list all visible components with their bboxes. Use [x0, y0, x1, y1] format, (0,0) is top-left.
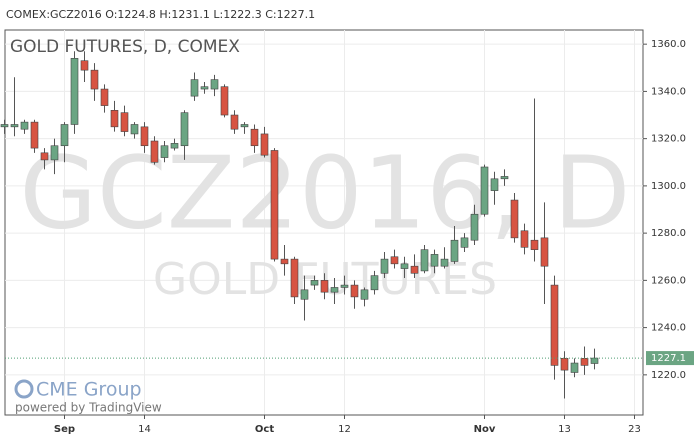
- candle-body: [40, 152, 49, 161]
- candle-body: [410, 265, 419, 274]
- y-tick-label: 1220.0: [651, 370, 686, 381]
- candle-body: [140, 126, 149, 147]
- candle-body: [490, 178, 499, 191]
- candle-body: [300, 289, 309, 300]
- x-tick-label: 13: [558, 424, 571, 435]
- x-tick-label: 14: [138, 424, 151, 435]
- logo: CME Group: [36, 379, 142, 401]
- candle-body: [20, 121, 29, 130]
- candle-body: [70, 58, 79, 125]
- candle-body: [270, 150, 279, 260]
- y-tick-label: 1280.0: [651, 228, 686, 239]
- candle-body: [130, 124, 139, 135]
- candle-body: [290, 258, 299, 298]
- candle-body: [260, 133, 269, 156]
- candle-body: [200, 86, 209, 90]
- candles: [0, 51, 599, 399]
- candle-body: [50, 145, 59, 161]
- candle-body: [440, 258, 449, 267]
- candle-body: [370, 275, 379, 291]
- candle-body: [480, 166, 489, 215]
- candle-body: [150, 140, 159, 163]
- watermark: GCZ2016, D: [20, 134, 631, 251]
- candle-body: [520, 230, 529, 248]
- candle-body: [360, 289, 369, 300]
- y-tick-label: 1240.0: [651, 323, 686, 334]
- last-price-box: [646, 351, 694, 366]
- x-tick-label: Nov: [474, 424, 496, 435]
- y-tick-label: 1320.0: [651, 134, 686, 145]
- candle-body: [0, 124, 9, 128]
- candle-body: [330, 287, 339, 293]
- x-tick-label: Oct: [255, 424, 274, 435]
- candle-body: [240, 124, 249, 128]
- candle-body: [500, 176, 509, 180]
- candle-body: [320, 280, 329, 293]
- candle-body: [10, 124, 19, 128]
- candle-body: [450, 239, 459, 262]
- x-tick-label: 12: [338, 424, 351, 435]
- candle-body: [120, 112, 129, 132]
- candle-body: [510, 199, 519, 239]
- candle-body: [90, 69, 99, 90]
- last-price-label: 1227.1: [651, 353, 686, 364]
- candle-body: [170, 143, 179, 149]
- chart-title: GOLD FUTURES, D, COMEX: [10, 37, 240, 57]
- candle-body: [220, 86, 229, 116]
- candle-body: [310, 280, 319, 286]
- candle-body: [180, 112, 189, 147]
- candle-body: [80, 60, 89, 71]
- candle-body: [100, 88, 109, 106]
- candle-body: [280, 258, 289, 265]
- candle-body: [350, 284, 359, 298]
- candle-body: [560, 358, 569, 371]
- candle-body: [570, 362, 579, 373]
- candle-body: [210, 79, 219, 90]
- candle-body: [530, 239, 539, 250]
- candle-body: [30, 121, 39, 149]
- candle-body: [340, 284, 349, 288]
- header: COMEX:GCZ2016 O:1224.8 H:1231.1 L:1222.3…: [6, 8, 315, 21]
- candle-body: [390, 256, 399, 265]
- y-tick-label: 1360.0: [651, 39, 686, 50]
- candle-body: [580, 358, 589, 366]
- candle-body: [400, 263, 409, 269]
- y-tick-label: 1260.0: [651, 275, 686, 286]
- logo-icon: [14, 379, 34, 399]
- candle-body: [550, 284, 559, 366]
- x-tick-label: Sep: [54, 424, 75, 435]
- candle-body: [160, 145, 169, 158]
- candle-body: [540, 237, 549, 267]
- candle-body: [380, 258, 389, 274]
- grid: [5, 30, 643, 415]
- y-tick-label: 1300.0: [651, 181, 686, 192]
- candle-body: [590, 357, 599, 364]
- x-tick-label: 23: [628, 424, 641, 435]
- candle-body: [430, 254, 439, 267]
- candle-body: [250, 128, 259, 147]
- y-tick-label: 1340.0: [651, 86, 686, 97]
- candle-body: [460, 237, 469, 248]
- candle-body: [230, 114, 239, 130]
- candle-body: [420, 249, 429, 272]
- candle-body: [60, 124, 69, 147]
- candle-body: [470, 213, 479, 241]
- candle-body: [110, 110, 119, 128]
- candle-body: [190, 79, 199, 97]
- credit: powered by TradingView: [15, 401, 162, 415]
